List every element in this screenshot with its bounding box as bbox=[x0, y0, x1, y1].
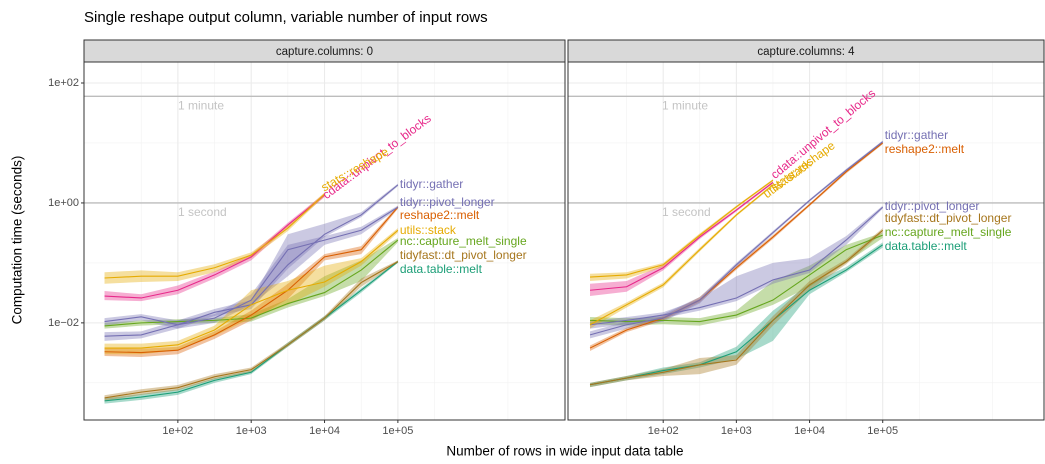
plot-area: 1 minute 1 second bbox=[568, 62, 1044, 420]
line bbox=[589, 142, 884, 349]
y-tick-label: 1e+02 bbox=[48, 77, 79, 89]
plot-area: 1 minute 1 second bbox=[84, 62, 565, 420]
line bbox=[589, 184, 774, 326]
line bbox=[589, 244, 884, 386]
ribbon bbox=[590, 228, 883, 388]
line bbox=[104, 194, 325, 299]
line bbox=[104, 193, 325, 279]
ribbon bbox=[104, 205, 398, 341]
line bbox=[104, 261, 399, 399]
line bbox=[104, 206, 399, 337]
series-label: reshape2::melt bbox=[885, 142, 965, 156]
line bbox=[589, 206, 884, 326]
x-tick-label: 1e+04 bbox=[794, 425, 825, 437]
reference-label: 1 second bbox=[178, 205, 227, 219]
facet-panel: capture.columns: 0 1 minute 1 second 1e+02 1… bbox=[48, 39, 566, 437]
series-label: tidyr::gather bbox=[400, 177, 463, 191]
reference-label: 1 minute bbox=[178, 98, 224, 112]
series-label: data.table::melt bbox=[400, 262, 483, 276]
x-axis-title: Number of rows in wide input data table bbox=[446, 444, 683, 459]
series-label: data.table::melt bbox=[885, 239, 968, 253]
line bbox=[589, 181, 774, 291]
line bbox=[104, 261, 399, 402]
y-tick-label: 1e+00 bbox=[48, 197, 79, 209]
x-tick-label: 1e+03 bbox=[721, 425, 752, 437]
reference-label: 1 minute bbox=[662, 98, 708, 112]
series-label: utils::stack bbox=[400, 223, 457, 237]
chart-title: Single reshape output column, variable n… bbox=[84, 9, 488, 26]
series-label: tidyr::gather bbox=[885, 128, 948, 142]
panel-border bbox=[83, 61, 566, 421]
x-tick-label: 1e+02 bbox=[648, 425, 679, 437]
series-label: tidyfast::dt_pivot_longer bbox=[400, 248, 527, 262]
y-axis-title: Computation time (seconds) bbox=[10, 156, 25, 325]
line bbox=[104, 239, 399, 327]
x-tick-label: 1e+05 bbox=[382, 425, 413, 437]
line bbox=[104, 206, 399, 354]
panel-border bbox=[567, 61, 1045, 421]
line bbox=[590, 234, 883, 323]
strip-title: capture.columns: 0 bbox=[276, 46, 373, 58]
x-tick-label: 1e+03 bbox=[236, 425, 267, 437]
x-tick-label: 1e+04 bbox=[309, 425, 340, 437]
facet-panel: capture.columns: 4 1 minute 1 second 1e+02 1… bbox=[567, 39, 1045, 437]
y-tick-label: 1e−02 bbox=[48, 317, 79, 329]
x-tick-label: 1e+05 bbox=[867, 425, 898, 437]
ribbon bbox=[590, 242, 883, 388]
series-label: tidyr::pivot_longer bbox=[400, 195, 495, 209]
panel-background bbox=[568, 62, 1044, 420]
strip-title: capture.columns: 4 bbox=[757, 46, 855, 58]
ribbon bbox=[590, 181, 773, 297]
series-label: nc::capture_melt_single bbox=[400, 234, 527, 248]
line bbox=[104, 229, 399, 349]
line bbox=[589, 141, 884, 336]
ribbon bbox=[104, 228, 398, 355]
series-label: tidyfast::dt_pivot_longer bbox=[885, 211, 1012, 225]
reference-label: 1 second bbox=[662, 205, 711, 219]
line bbox=[589, 179, 774, 278]
series-label: tidyr::pivot_longer bbox=[885, 199, 980, 213]
series-label: reshape2::melt bbox=[400, 208, 480, 222]
series-label: nc::capture_melt_single bbox=[885, 225, 1012, 239]
line bbox=[589, 229, 884, 386]
x-tick-label: 1e+02 bbox=[162, 425, 193, 437]
ribbon bbox=[104, 192, 325, 284]
